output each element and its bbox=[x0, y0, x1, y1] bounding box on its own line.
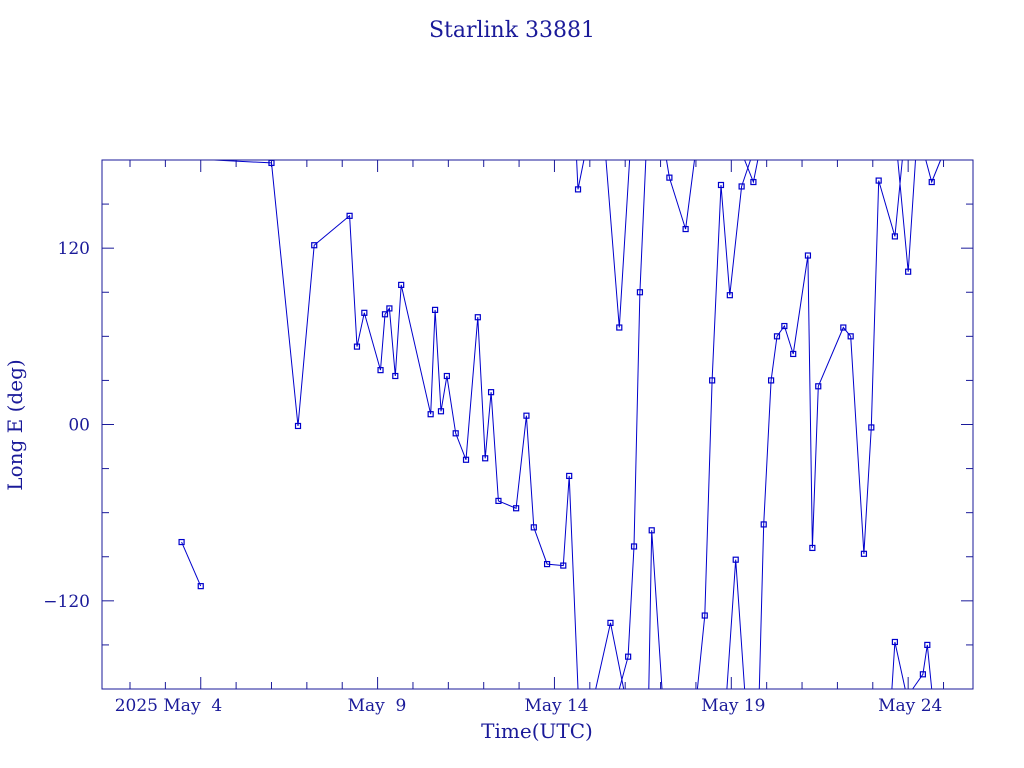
data-point bbox=[431, 306, 439, 313]
data-point bbox=[773, 333, 781, 340]
data-point bbox=[928, 178, 935, 186]
data-point bbox=[732, 556, 739, 563]
data-point bbox=[495, 497, 502, 505]
data-point bbox=[311, 242, 318, 249]
data-point bbox=[443, 372, 450, 380]
data-point bbox=[847, 333, 854, 340]
series-line bbox=[576, 159, 585, 190]
data-point bbox=[815, 383, 822, 390]
data-point bbox=[398, 281, 405, 289]
data-point bbox=[560, 562, 567, 569]
series-line bbox=[213, 159, 579, 690]
data-point bbox=[513, 505, 520, 512]
data-point bbox=[197, 583, 204, 590]
data-point bbox=[905, 268, 912, 275]
series-line bbox=[925, 159, 942, 184]
data-point bbox=[875, 177, 882, 184]
y-tick-label: −120 bbox=[43, 592, 90, 612]
data-point bbox=[386, 305, 393, 312]
series-line bbox=[891, 641, 906, 690]
series-line bbox=[696, 159, 751, 690]
series-line bbox=[605, 159, 633, 328]
data-point bbox=[717, 181, 725, 189]
plot-points bbox=[178, 159, 935, 678]
data-point bbox=[361, 309, 368, 316]
y-tick-labels: −120 00 120 bbox=[43, 239, 90, 612]
series-line bbox=[726, 559, 746, 690]
y-tick-label: 00 bbox=[68, 416, 90, 436]
x-axis-label: Time(UTC) bbox=[481, 719, 593, 743]
axis-ticks bbox=[102, 159, 973, 690]
data-point bbox=[738, 183, 745, 190]
data-point bbox=[709, 377, 716, 384]
y-axis-label: Long E (deg) bbox=[3, 359, 27, 490]
data-point bbox=[543, 560, 551, 568]
x-tick-label: May 9 bbox=[348, 696, 407, 716]
x-tick-label: May 24 bbox=[878, 696, 942, 716]
data-point bbox=[474, 314, 481, 321]
x-tick-label: May 19 bbox=[701, 696, 765, 716]
data-point bbox=[487, 389, 495, 396]
plot-frame bbox=[101, 159, 974, 690]
data-point bbox=[616, 324, 623, 331]
data-point bbox=[868, 424, 875, 431]
data-point bbox=[809, 544, 816, 552]
data-point bbox=[462, 456, 470, 463]
series-line bbox=[897, 159, 916, 272]
data-point bbox=[804, 252, 812, 259]
x-tick-labels: 2025 May 4 May 9 May 14 May 19 May 24 bbox=[115, 696, 943, 716]
data-point bbox=[630, 543, 638, 550]
data-point bbox=[919, 671, 926, 678]
data-point bbox=[701, 612, 708, 619]
x-tick-label: May 14 bbox=[524, 696, 588, 716]
data-point bbox=[482, 455, 489, 462]
data-point bbox=[523, 412, 530, 419]
data-point bbox=[840, 324, 847, 331]
series-line bbox=[666, 159, 695, 230]
data-point bbox=[574, 186, 582, 193]
data-point bbox=[891, 638, 898, 646]
data-point bbox=[891, 233, 898, 240]
data-point bbox=[353, 343, 361, 350]
series-line bbox=[744, 159, 759, 184]
data-point bbox=[427, 411, 434, 418]
data-point bbox=[452, 430, 459, 437]
y-tick-label: 120 bbox=[58, 239, 90, 259]
data-point bbox=[860, 550, 868, 557]
data-point bbox=[381, 311, 389, 318]
data-point bbox=[750, 178, 757, 186]
data-point bbox=[790, 350, 797, 358]
x-tick-label: 2025 May 4 bbox=[115, 696, 222, 716]
data-point bbox=[625, 653, 632, 660]
chart-title: Starlink 33881 bbox=[429, 18, 595, 43]
data-point bbox=[781, 322, 788, 330]
data-point bbox=[666, 174, 673, 181]
data-point bbox=[437, 408, 445, 415]
series-line bbox=[912, 644, 933, 690]
data-point bbox=[377, 367, 384, 374]
data-point bbox=[178, 538, 185, 546]
data-point bbox=[392, 372, 399, 380]
plot-lines bbox=[181, 159, 942, 690]
series-line bbox=[181, 541, 202, 587]
data-point bbox=[760, 521, 767, 528]
data-point bbox=[346, 212, 353, 219]
series-line bbox=[758, 159, 903, 690]
data-point bbox=[726, 292, 733, 299]
data-point bbox=[607, 619, 614, 626]
data-point bbox=[530, 524, 537, 531]
series-line bbox=[595, 622, 625, 690]
data-point bbox=[682, 225, 689, 233]
series-line bbox=[618, 159, 647, 690]
data-point bbox=[767, 377, 775, 384]
data-point bbox=[294, 422, 302, 430]
data-point bbox=[648, 527, 655, 534]
data-point bbox=[566, 472, 573, 480]
data-point bbox=[924, 641, 931, 649]
data-point bbox=[636, 289, 644, 296]
series-line bbox=[648, 530, 663, 690]
